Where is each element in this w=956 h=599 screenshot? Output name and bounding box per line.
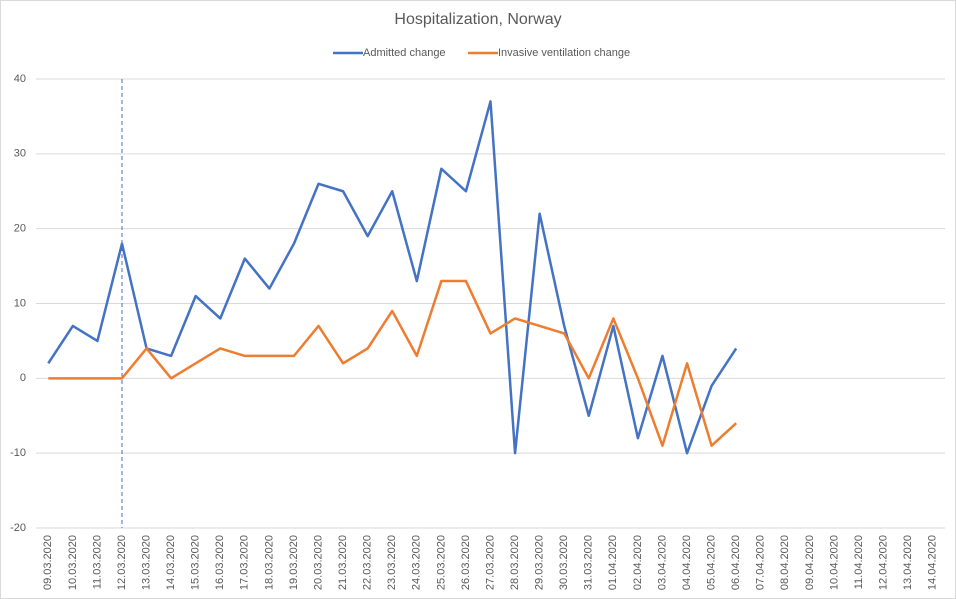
y-tick-label: -20: [10, 522, 26, 534]
x-tick-label: 15.03.2020: [190, 535, 202, 590]
x-tick-label: 10.03.2020: [67, 535, 79, 590]
x-tick-label: 11.04.2020: [853, 535, 865, 589]
x-tick-label: 06.04.2020: [730, 535, 742, 590]
y-tick-label: 20: [14, 223, 26, 235]
x-tick-label: 08.04.2020: [779, 535, 791, 590]
x-tick-label: 21.03.2020: [337, 535, 349, 590]
x-tick-label: 12.03.2020: [116, 535, 128, 590]
x-tick-label: 17.03.2020: [239, 535, 251, 590]
x-tick-label: 20.03.2020: [312, 535, 324, 590]
x-tick-label: 23.03.2020: [386, 535, 398, 590]
data-line: [48, 279, 738, 447]
x-tick-label: 13.04.2020: [902, 535, 914, 590]
x-tick-label: 05.04.2020: [706, 535, 718, 590]
legend-label: Admitted change: [363, 47, 446, 59]
y-tick-label: 0: [20, 372, 26, 384]
y-tick-label: 40: [14, 73, 26, 85]
x-tick-label: 09.04.2020: [804, 535, 816, 590]
x-tick-label: 29.03.2020: [534, 535, 546, 590]
y-tick-label: 30: [14, 148, 26, 160]
y-tick-label: -10: [10, 447, 26, 459]
x-tick-label: 03.04.2020: [656, 535, 668, 590]
x-tick-label: 14.03.2020: [165, 535, 177, 590]
x-tick-label: 19.03.2020: [288, 535, 300, 590]
x-tick-label: 24.03.2020: [411, 535, 423, 590]
x-tick-label: 25.03.2020: [435, 535, 447, 590]
x-tick-label: 01.04.2020: [607, 535, 619, 590]
x-tick-label: 09.03.2020: [42, 535, 54, 590]
x-tick-label: 22.03.2020: [362, 535, 374, 590]
chart-title: Hospitalization, Norway: [394, 11, 561, 28]
data-line: [47, 100, 738, 455]
x-tick-label: 13.03.2020: [140, 535, 152, 590]
x-tick-label: 27.03.2020: [484, 535, 496, 590]
y-tick-label: 10: [14, 297, 26, 309]
x-tick-label: 12.04.2020: [877, 535, 889, 590]
x-tick-label: 16.03.2020: [214, 535, 226, 590]
x-tick-label: 07.04.2020: [755, 535, 767, 590]
x-tick-label: 10.04.2020: [828, 535, 840, 590]
x-tick-label: 04.04.2020: [681, 535, 693, 590]
x-tick-label: 14.04.2020: [927, 535, 939, 590]
x-tick-label: 18.03.2020: [263, 535, 275, 590]
x-tick-label: 31.03.2020: [583, 535, 595, 590]
x-tick-label: 02.04.2020: [632, 535, 644, 590]
legend-label: Invasive ventilation change: [498, 47, 630, 59]
x-tick-label: 11.03.2020: [91, 535, 103, 589]
x-tick-label: 26.03.2020: [460, 535, 472, 590]
x-tick-label: 28.03.2020: [509, 535, 521, 590]
x-tick-label: 30.03.2020: [558, 535, 570, 590]
